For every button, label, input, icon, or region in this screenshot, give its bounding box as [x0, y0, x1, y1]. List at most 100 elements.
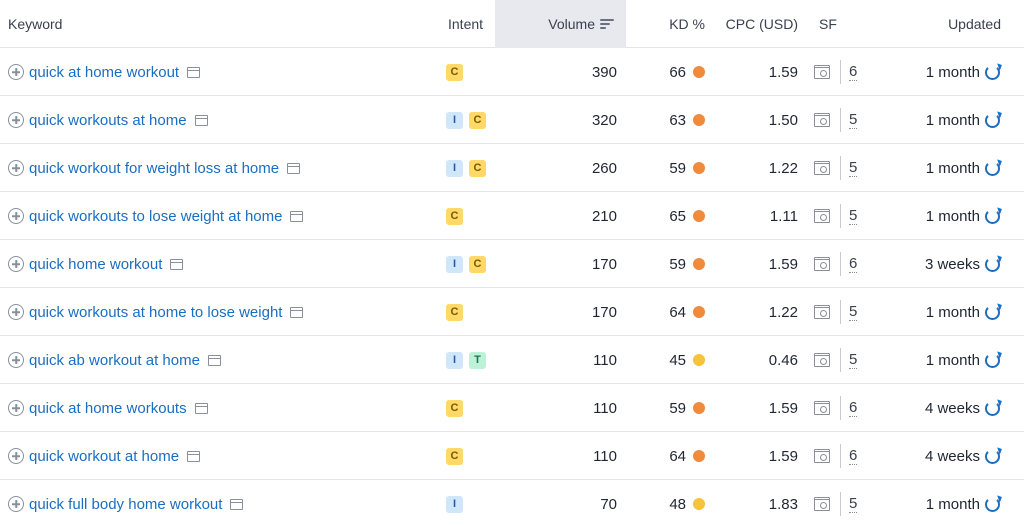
cpc-cell: 1.22 [768, 159, 798, 177]
keyword-link[interactable]: quick workouts at home [29, 111, 187, 129]
updated-value: 1 month [925, 207, 980, 225]
intent-badge[interactable]: C [446, 63, 463, 81]
add-to-list-icon[interactable] [8, 112, 24, 128]
sort-descending-icon[interactable] [600, 18, 614, 30]
sf-cell: 5 [814, 288, 874, 336]
add-to-list-icon[interactable] [8, 304, 24, 320]
serp-preview-icon[interactable] [290, 210, 304, 222]
intent-badge[interactable]: I [446, 111, 463, 129]
table-header: Keyword Intent Volume KD % CPC (USD) SF … [0, 0, 1024, 48]
add-to-list-icon[interactable] [8, 400, 24, 416]
serp-preview-icon[interactable] [194, 402, 208, 414]
serp-preview-icon[interactable] [290, 306, 304, 318]
serp-features-count[interactable]: 5 [849, 207, 858, 225]
add-to-list-icon[interactable] [8, 352, 24, 368]
refresh-icon[interactable] [985, 256, 1000, 272]
serp-preview-icon[interactable] [194, 114, 208, 126]
table-row: quick workout for weight loss at home I C 2… [0, 144, 1024, 192]
intent-badge[interactable]: C [469, 159, 486, 177]
serp-features-icon[interactable] [814, 161, 830, 175]
refresh-icon[interactable] [985, 112, 1000, 128]
serp-features-icon[interactable] [814, 305, 830, 319]
add-to-list-icon[interactable] [8, 496, 24, 512]
keyword-link[interactable]: quick workout for weight loss at home [29, 159, 280, 177]
updated-cell: 1 month [900, 96, 1000, 144]
column-header-keyword[interactable]: Keyword [8, 16, 63, 32]
keyword-link[interactable]: quick workouts at home to lose weight [29, 303, 283, 321]
serp-features-icon[interactable] [814, 257, 830, 271]
add-to-list-icon[interactable] [8, 64, 24, 80]
refresh-icon[interactable] [985, 208, 1000, 224]
column-header-kd[interactable]: KD % [669, 16, 705, 32]
volume-cell: 110 [593, 351, 617, 369]
serp-preview-icon[interactable] [170, 258, 184, 270]
intent-badge[interactable]: I [446, 159, 463, 177]
intent-badge[interactable]: C [469, 255, 486, 273]
keyword-link[interactable]: quick at home workout [29, 63, 180, 81]
keyword-link[interactable]: quick at home workouts [29, 399, 187, 417]
column-header-updated[interactable]: Updated [948, 16, 1001, 32]
serp-features-count[interactable]: 5 [849, 303, 858, 321]
table-row: quick at home workouts C 110 59 1.59 6 4 weeks [0, 384, 1024, 432]
refresh-icon[interactable] [985, 496, 1000, 512]
column-header-volume[interactable]: Volume [495, 0, 626, 48]
column-header-cpc[interactable]: CPC (USD) [725, 16, 798, 32]
intent-badge[interactable]: T [469, 351, 486, 369]
serp-features-count[interactable]: 6 [849, 255, 858, 273]
serp-features-icon[interactable] [814, 65, 830, 79]
intent-badge[interactable]: I [446, 351, 463, 369]
serp-features-count[interactable]: 5 [849, 495, 858, 513]
serp-features-icon[interactable] [814, 113, 830, 127]
intent-badge[interactable]: I [446, 255, 463, 273]
serp-preview-icon[interactable] [207, 354, 221, 366]
serp-features-icon[interactable] [814, 209, 830, 223]
serp-features-icon[interactable] [814, 449, 830, 463]
serp-features-icon[interactable] [814, 497, 830, 511]
keyword-link[interactable]: quick workouts to lose weight at home [29, 207, 283, 225]
serp-features-count[interactable]: 5 [849, 111, 858, 129]
updated-value: 3 weeks [924, 255, 980, 273]
kd-cell: 66 [640, 48, 705, 96]
serp-preview-icon[interactable] [287, 162, 301, 174]
add-to-list-icon[interactable] [8, 256, 24, 272]
intent-badge[interactable]: C [469, 111, 486, 129]
refresh-icon[interactable] [985, 352, 1000, 368]
intent-badge[interactable]: C [446, 207, 463, 225]
refresh-icon[interactable] [985, 304, 1000, 320]
serp-features-icon[interactable] [814, 353, 830, 367]
volume-cell: 210 [591, 207, 617, 225]
serp-features-icon[interactable] [814, 401, 830, 415]
intent-cell: C [446, 48, 463, 96]
serp-features-count[interactable]: 6 [849, 447, 858, 465]
intent-badge[interactable]: I [446, 495, 463, 513]
intent-badge[interactable]: C [446, 303, 463, 321]
intent-badge[interactable]: C [446, 399, 463, 417]
keyword-link[interactable]: quick full body home workout [29, 495, 223, 513]
refresh-icon[interactable] [985, 64, 1000, 80]
serp-preview-icon[interactable] [230, 498, 244, 510]
column-header-sf[interactable]: SF [819, 16, 837, 32]
sf-cell: 5 [814, 96, 874, 144]
refresh-icon[interactable] [985, 400, 1000, 416]
column-header-intent[interactable]: Intent [448, 16, 484, 32]
kd-cell: 63 [640, 96, 705, 144]
refresh-icon[interactable] [985, 448, 1000, 464]
add-to-list-icon[interactable] [8, 208, 24, 224]
kd-difficulty-dot-icon [693, 258, 705, 270]
intent-badge[interactable]: C [446, 447, 463, 465]
serp-features-count[interactable]: 6 [849, 63, 858, 81]
cpc-cell: 0.46 [768, 351, 798, 369]
serp-features-count[interactable]: 5 [849, 351, 858, 369]
sf-cell: 5 [814, 144, 874, 192]
add-to-list-icon[interactable] [8, 448, 24, 464]
refresh-icon[interactable] [985, 160, 1000, 176]
keyword-link[interactable]: quick workout at home [29, 447, 180, 465]
add-to-list-icon[interactable] [8, 160, 24, 176]
keyword-link[interactable]: quick home workout [29, 255, 163, 273]
keyword-link[interactable]: quick ab workout at home [29, 351, 200, 369]
serp-preview-icon[interactable] [187, 450, 201, 462]
serp-preview-icon[interactable] [187, 66, 201, 78]
table-row: quick at home workout C 390 66 1.59 6 1 month [0, 48, 1024, 96]
serp-features-count[interactable]: 5 [849, 159, 858, 177]
serp-features-count[interactable]: 6 [849, 399, 858, 417]
